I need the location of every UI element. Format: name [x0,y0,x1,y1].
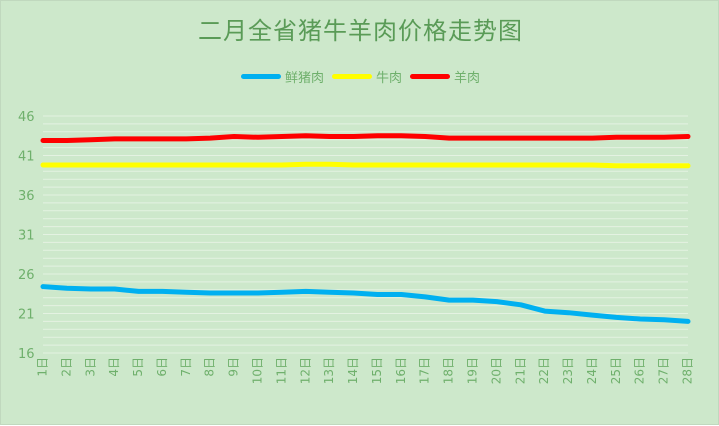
y-tick-label: 46 [18,110,35,125]
x-tick-label: 20日 [489,357,503,384]
series-line-2 [40,133,691,143]
x-tick-label: 15日 [370,357,384,384]
legend-label-beef: 牛肉 [375,71,402,86]
legend-swatch-mutton [410,74,450,79]
series-line-0 [40,284,691,324]
x-tick-label: 17日 [418,357,432,384]
y-tick-label: 21 [18,308,35,323]
legend-item-pork: 鲜猪肉 [240,67,324,86]
x-tick-label: 7日 [179,357,193,377]
x-tick-label: 5日 [131,357,145,377]
x-tick-label: 25日 [609,357,623,384]
legend-swatch-pork [240,74,281,79]
y-tick-label: 26 [18,268,35,283]
x-tick-label: 4日 [107,357,121,377]
x-tick-label: 16日 [394,357,408,384]
x-tick-label: 14日 [346,357,360,384]
x-tick-label: 9日 [227,357,241,377]
y-tick-label: 16 [18,347,35,362]
x-tick-label: 6日 [155,357,169,377]
x-tick-label: 11日 [274,357,288,384]
x-tick-label: 21日 [513,357,527,384]
x-tick-label: 28日 [681,357,695,384]
x-tick-label: 23日 [561,357,575,384]
legend-item-mutton: 羊肉 [410,67,480,86]
chart-title: 二月全省猪牛羊肉价格走势图 [198,17,523,45]
y-tick-label: 31 [18,229,35,244]
x-tick-label: 12日 [298,357,312,384]
x-tick-label: 27日 [657,357,671,384]
x-tick-label: 10日 [251,357,265,384]
series-line-1 [40,161,691,169]
x-tick-label: 19日 [466,357,480,384]
x-tick-label: 22日 [537,357,551,384]
legend-swatch-beef [331,74,372,79]
x-tick-label: 24日 [585,357,599,384]
x-tick-label: 8日 [203,357,217,377]
x-tick-label: 13日 [322,357,336,384]
x-tick-label: 18日 [442,357,456,384]
legend-item-beef: 牛肉 [331,67,402,86]
x-tick-label: 26日 [633,357,647,384]
x-tick-label: 1日 [36,357,50,377]
x-tick-label: 2日 [59,357,73,377]
legend-label-pork: 鲜猪肉 [284,71,324,86]
y-tick-label: 41 [18,150,35,165]
legend-label-mutton: 羊肉 [454,71,481,86]
y-tick-label: 36 [18,189,35,204]
legend: 鲜猪肉 牛肉 羊肉 [1,67,719,86]
x-tick-label: 3日 [83,357,97,377]
